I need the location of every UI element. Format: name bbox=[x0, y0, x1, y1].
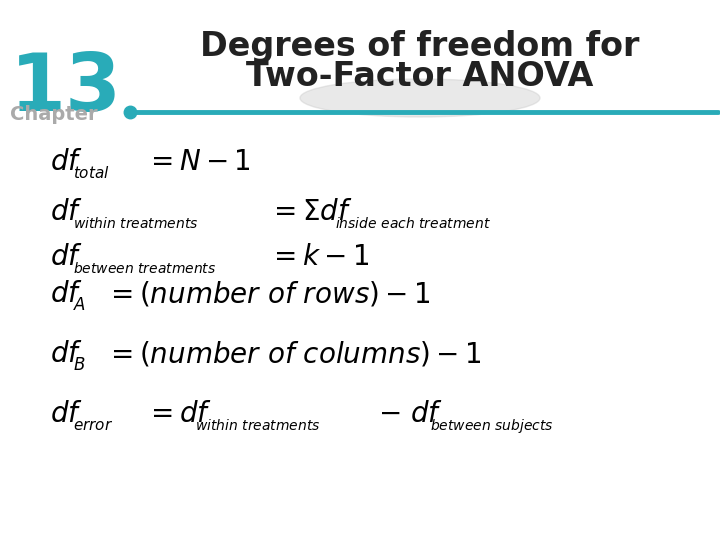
Text: $\mathit{total}$: $\mathit{total}$ bbox=[73, 165, 109, 181]
Text: $\mathit{within\ treatments}$: $\mathit{within\ treatments}$ bbox=[195, 418, 320, 433]
Text: Degrees of freedom for: Degrees of freedom for bbox=[200, 30, 639, 63]
Text: $\mathit{df}$: $\mathit{df}$ bbox=[50, 198, 83, 226]
Text: $\mathit{inside\ each\ treatment}$: $\mathit{inside\ each\ treatment}$ bbox=[335, 216, 491, 231]
Text: $= \mathit{(number\ of\ columns)} - 1$: $= \mathit{(number\ of\ columns)} - 1$ bbox=[105, 339, 482, 368]
Text: $\mathit{B}$: $\mathit{B}$ bbox=[73, 356, 86, 374]
Text: $= \Sigma\mathit{df}$: $= \Sigma\mathit{df}$ bbox=[268, 198, 353, 226]
Text: $\mathit{error}$: $\mathit{error}$ bbox=[73, 418, 113, 433]
Text: $= k - 1$: $= k - 1$ bbox=[268, 243, 369, 271]
Text: $= \mathit{(number\ of\ rows)} - 1$: $= \mathit{(number\ of\ rows)} - 1$ bbox=[105, 279, 431, 308]
Text: $\mathit{df}$: $\mathit{df}$ bbox=[50, 400, 83, 428]
Text: 13: 13 bbox=[10, 50, 122, 128]
Text: $\mathit{df}$: $\mathit{df}$ bbox=[50, 148, 83, 176]
Text: Chapter: Chapter bbox=[10, 105, 98, 124]
Text: $\mathit{df}$: $\mathit{df}$ bbox=[50, 340, 83, 368]
Text: $= N - 1$: $= N - 1$ bbox=[145, 148, 251, 176]
Text: $\mathit{between\ subjects}$: $\mathit{between\ subjects}$ bbox=[430, 417, 554, 435]
Text: $\mathit{A}$: $\mathit{A}$ bbox=[73, 296, 86, 314]
Text: $\mathit{df}$: $\mathit{df}$ bbox=[50, 280, 83, 308]
Text: $= \mathit{df}$: $= \mathit{df}$ bbox=[145, 400, 212, 428]
Text: $-\ \mathit{df}$: $-\ \mathit{df}$ bbox=[378, 400, 443, 428]
Text: $\mathit{between\ treatments}$: $\mathit{between\ treatments}$ bbox=[73, 261, 216, 276]
Text: $\mathit{within\ treatments}$: $\mathit{within\ treatments}$ bbox=[73, 216, 199, 231]
Ellipse shape bbox=[300, 79, 540, 117]
Text: Two-Factor ANOVA: Two-Factor ANOVA bbox=[246, 60, 594, 93]
Text: $\mathit{df}$: $\mathit{df}$ bbox=[50, 243, 83, 271]
